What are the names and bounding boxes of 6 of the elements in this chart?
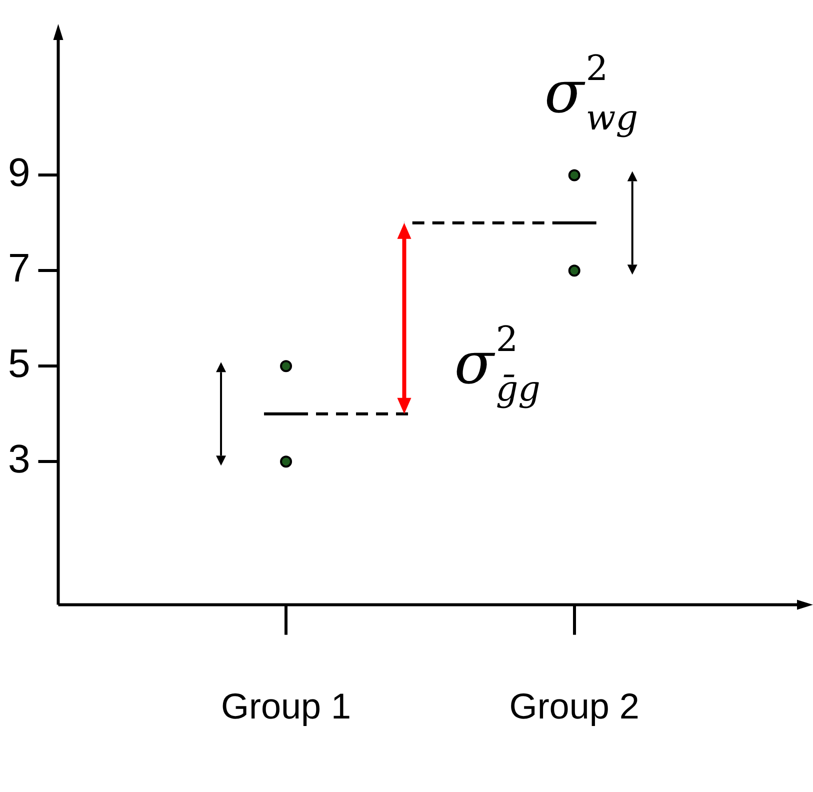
x-tick-label: Group 2 (509, 685, 640, 726)
y-tick-label: 9 (8, 151, 30, 196)
y-tick-label: 7 (8, 246, 30, 291)
x-tick-label: Group 1 (220, 685, 352, 726)
y-tick-label: 5 (8, 342, 30, 386)
y-tick-label: 3 (8, 438, 30, 482)
